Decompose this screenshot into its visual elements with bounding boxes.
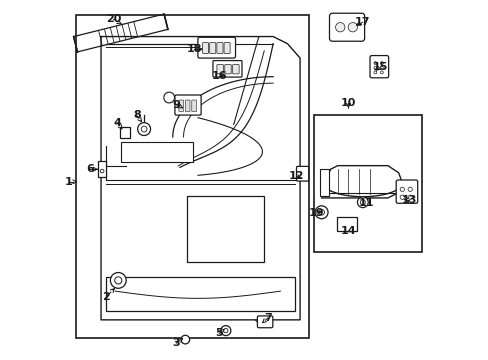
Text: 12: 12 <box>288 171 304 181</box>
Text: 16: 16 <box>211 71 227 81</box>
Circle shape <box>335 23 344 32</box>
Text: 3: 3 <box>172 338 180 348</box>
Text: 10: 10 <box>340 98 355 108</box>
FancyBboxPatch shape <box>217 64 223 74</box>
Text: 2: 2 <box>102 292 110 302</box>
Circle shape <box>181 335 189 344</box>
FancyBboxPatch shape <box>202 42 208 53</box>
FancyBboxPatch shape <box>179 100 183 112</box>
Circle shape <box>314 206 327 219</box>
Circle shape <box>407 195 411 199</box>
FancyBboxPatch shape <box>198 37 235 58</box>
Circle shape <box>380 66 383 69</box>
FancyBboxPatch shape <box>329 13 364 41</box>
Text: 15: 15 <box>372 62 387 72</box>
FancyBboxPatch shape <box>296 166 308 181</box>
Text: 5: 5 <box>215 328 223 338</box>
Bar <box>106 277 294 311</box>
Circle shape <box>407 187 411 192</box>
FancyBboxPatch shape <box>257 316 272 328</box>
Text: 4: 4 <box>113 118 121 128</box>
Circle shape <box>137 123 150 135</box>
Circle shape <box>373 62 376 64</box>
Circle shape <box>141 126 147 132</box>
Text: 13: 13 <box>401 195 416 205</box>
Circle shape <box>373 71 376 74</box>
Text: 8: 8 <box>133 111 141 121</box>
Text: 19: 19 <box>308 208 324 218</box>
Circle shape <box>163 92 174 103</box>
FancyBboxPatch shape <box>224 42 230 53</box>
FancyBboxPatch shape <box>191 100 196 112</box>
FancyBboxPatch shape <box>217 42 223 53</box>
Text: 17: 17 <box>354 17 370 27</box>
Text: 1: 1 <box>65 177 73 187</box>
Circle shape <box>223 328 227 333</box>
Circle shape <box>373 66 376 69</box>
Bar <box>120 127 129 138</box>
Text: 11: 11 <box>358 198 373 208</box>
Circle shape <box>110 273 126 288</box>
Text: 20: 20 <box>106 14 121 24</box>
Bar <box>319 169 328 196</box>
Text: 6: 6 <box>86 164 94 174</box>
Text: 7: 7 <box>264 313 271 323</box>
FancyBboxPatch shape <box>232 64 239 74</box>
Circle shape <box>380 62 383 64</box>
Text: 18: 18 <box>186 44 202 54</box>
Bar <box>187 196 264 262</box>
Bar <box>76 15 308 338</box>
Circle shape <box>347 23 357 32</box>
Circle shape <box>357 197 367 208</box>
FancyBboxPatch shape <box>185 100 190 112</box>
Bar <box>314 116 421 252</box>
Circle shape <box>318 210 324 215</box>
Bar <box>121 142 192 162</box>
Bar <box>98 161 106 177</box>
Circle shape <box>100 169 104 173</box>
Bar <box>336 217 356 231</box>
Circle shape <box>360 200 365 205</box>
Text: 9: 9 <box>172 100 180 110</box>
Circle shape <box>399 195 404 199</box>
FancyBboxPatch shape <box>395 180 417 203</box>
Circle shape <box>221 325 230 336</box>
FancyBboxPatch shape <box>212 60 242 77</box>
Circle shape <box>399 187 404 192</box>
FancyBboxPatch shape <box>209 42 215 53</box>
Circle shape <box>380 71 383 74</box>
Text: 14: 14 <box>340 226 356 236</box>
FancyBboxPatch shape <box>369 55 388 78</box>
FancyBboxPatch shape <box>224 64 231 74</box>
FancyBboxPatch shape <box>175 95 201 115</box>
Circle shape <box>115 277 122 284</box>
